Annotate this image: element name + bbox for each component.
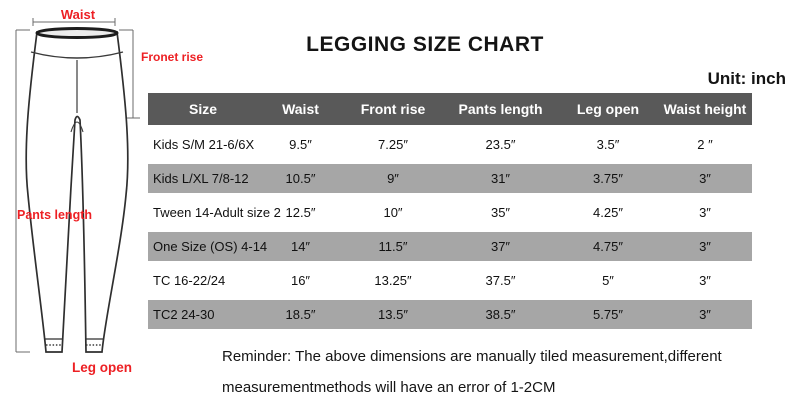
table-row: Kids S/M 21-6/6X 9.5″ 7.25″ 23.5″ 3.5″ 2… — [148, 130, 752, 159]
front-rise-cell: 13.25″ — [374, 273, 412, 288]
leg-open-cell: 5.75″ — [593, 307, 623, 322]
waist-height-cell: 3″ — [699, 307, 711, 322]
pants-length-cell: 31″ — [490, 171, 511, 186]
reminder-line-2: measurementmethods will have an error of… — [222, 379, 556, 396]
leggings-outline — [25, 27, 129, 353]
waist-cell: 10.5″ — [285, 171, 316, 186]
header-waist-height: Waist height — [663, 101, 747, 117]
front-rise-cell: 10″ — [383, 205, 403, 220]
header-pants-length: Pants length — [458, 101, 543, 117]
size-cell: TC 16-22/24 — [153, 273, 226, 288]
table-row: Tween 14-Adult size 2 12.5″ 10″ 35″ 4.25… — [148, 198, 752, 227]
leg-open-cell: 4.75″ — [593, 239, 623, 254]
waist-cell: 16″ — [290, 273, 311, 288]
waist-cell: 14″ — [290, 239, 311, 254]
waist-height-cell: 3″ — [699, 171, 711, 186]
waist-height-cell: 3″ — [699, 205, 711, 220]
pants-length-cell: 38.5″ — [485, 307, 516, 322]
reminder-note: Reminder: The above dimensions are manua… — [222, 341, 722, 403]
reminder-line-1: Reminder: The above dimensions are manua… — [222, 348, 722, 365]
pants-length-label: Pants length — [17, 208, 93, 222]
table-row: Kids L/XL 7/8-12 10.5″ 9″ 31″ 3.75″ 3″ — [148, 164, 752, 193]
front-rise-label: Fronet rise — [141, 50, 204, 64]
leg-open-label: Leg open — [72, 360, 132, 375]
waist-height-cell: 3″ — [699, 239, 711, 254]
waist-cell: 18.5″ — [285, 307, 316, 322]
header-waist: Waist — [282, 101, 319, 117]
header-front-rise: Front rise — [360, 101, 426, 117]
pants-length-cell: 23.5″ — [485, 137, 516, 152]
measurement-lines — [15, 18, 140, 353]
front-rise-cell: 7.25″ — [378, 137, 408, 152]
front-rise-cell: 9″ — [387, 171, 399, 186]
page-title: LEGGING SIZE CHART — [306, 33, 544, 56]
unit-label: Unit: inch — [707, 69, 786, 88]
size-cell: TC2 24-30 — [153, 307, 215, 322]
leg-open-cell: 4.25″ — [593, 205, 623, 220]
leg-open-cell: 3.5″ — [596, 137, 620, 152]
pants-length-cell: 37.5″ — [485, 273, 516, 288]
table-row: TC 16-22/24 16″ 13.25″ 37.5″ 5″ 3″ — [148, 266, 752, 295]
waist-cell: 12.5″ — [285, 205, 316, 220]
leggings-diagram — [15, 18, 140, 353]
front-rise-cell: 13.5″ — [378, 307, 408, 322]
leg-open-cell: 5″ — [602, 273, 614, 288]
pants-length-cell: 37″ — [490, 239, 511, 254]
pants-length-cell: 35″ — [490, 205, 511, 220]
size-cell: One Size (OS) 4-14 — [153, 239, 268, 254]
table-row: TC2 24-30 18.5″ 13.5″ 38.5″ 5.75″ 3″ — [148, 300, 752, 329]
table-header-row: Size Waist Front rise Pants length Leg o… — [148, 93, 752, 125]
size-cell: Kids S/M 21-6/6X — [153, 137, 255, 152]
header-size: Size — [188, 101, 217, 117]
waist-height-cell: 2 ″ — [697, 137, 713, 152]
leg-open-cell: 3.75″ — [593, 171, 623, 186]
waist-height-cell: 3″ — [699, 273, 711, 288]
size-cell: Kids L/XL 7/8-12 — [153, 171, 249, 186]
size-cell: Tween 14-Adult size 2 — [153, 205, 281, 220]
front-rise-cell: 11.5″ — [378, 239, 408, 254]
header-leg-open: Leg open — [576, 101, 640, 117]
waist-label: Waist — [60, 7, 96, 22]
table-row: One Size (OS) 4-14 14″ 11.5″ 37″ 4.75″ 3… — [148, 232, 752, 261]
waist-cell: 9.5″ — [289, 137, 312, 152]
size-table: Size Waist Front rise Pants length Leg o… — [148, 93, 752, 329]
